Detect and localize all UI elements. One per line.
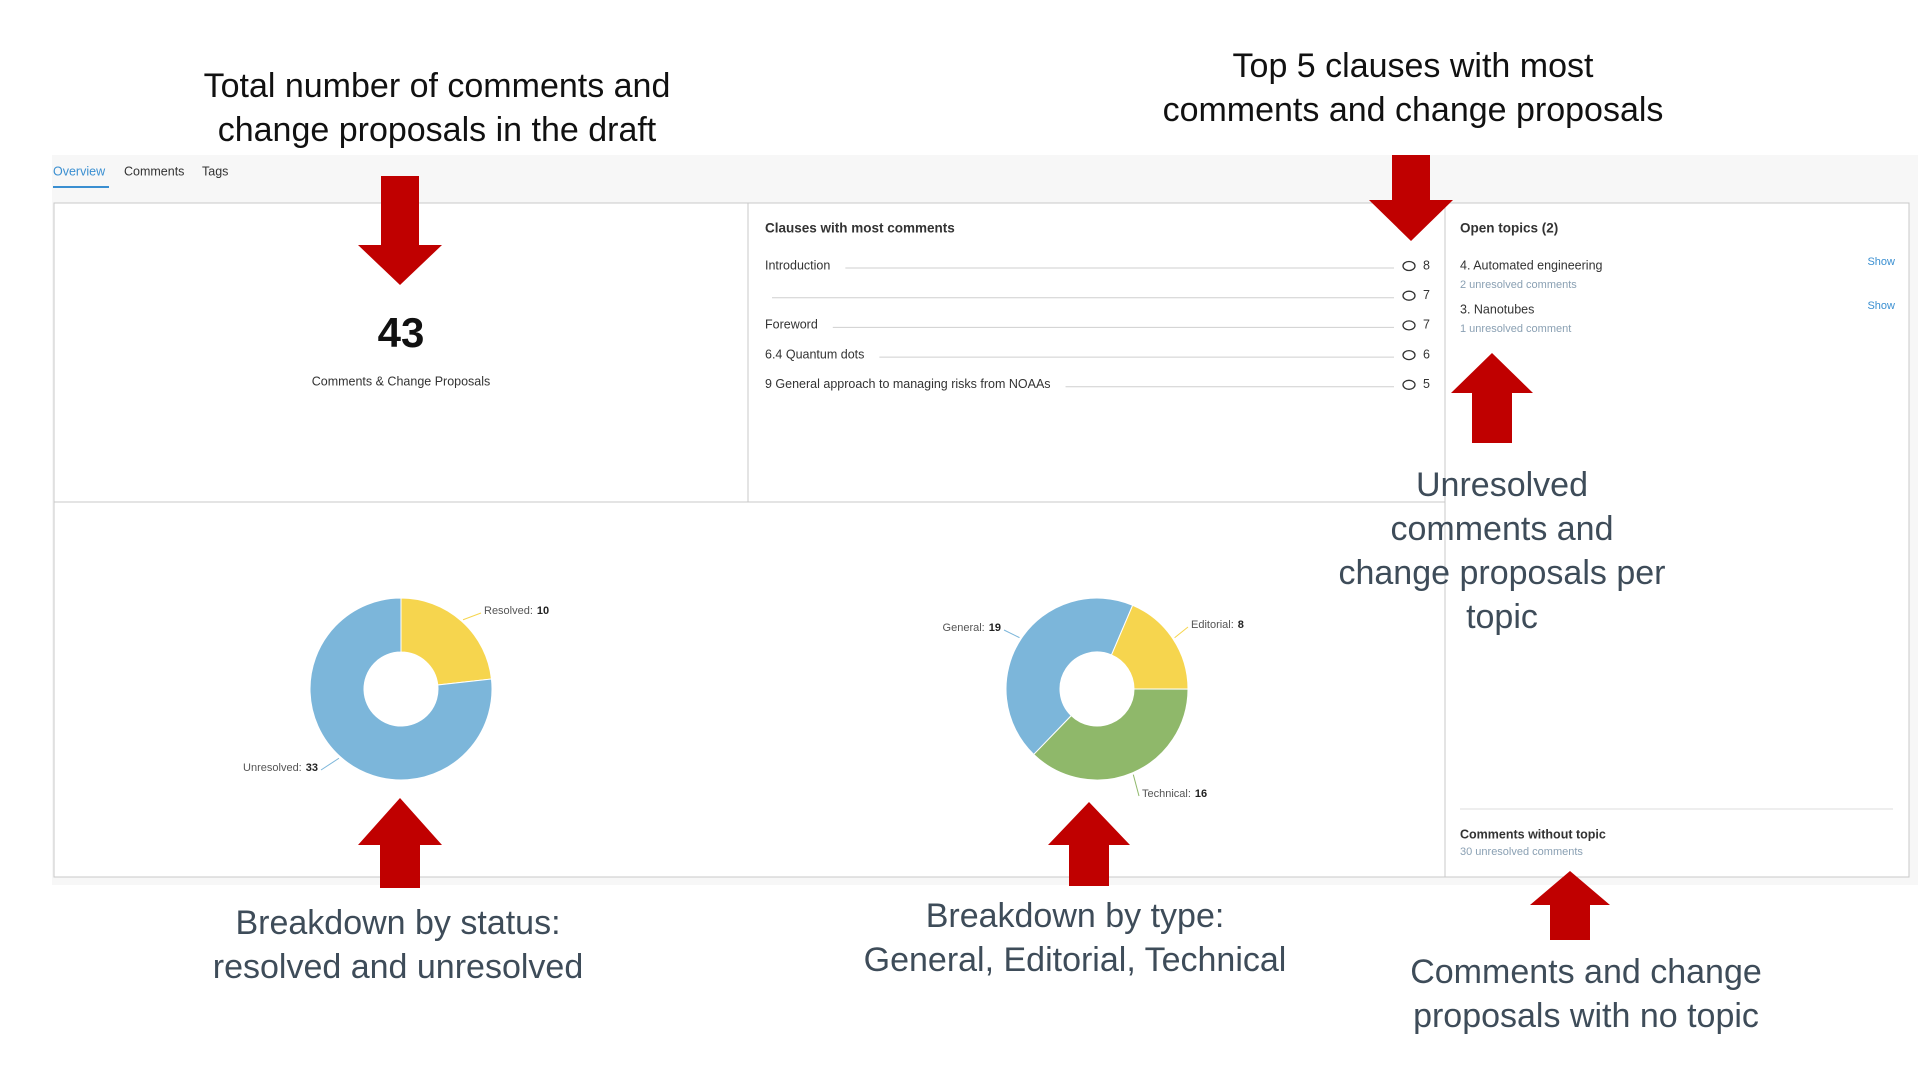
comment-icon — [1402, 349, 1416, 361]
slice-value: 33 — [306, 762, 318, 774]
comment-icon — [1402, 320, 1416, 331]
slice-name: Resolved: — [484, 605, 533, 617]
clause-count: 5 — [1423, 377, 1430, 391]
label-leader — [1003, 629, 1020, 639]
annotation: comments and change proposals — [1163, 91, 1664, 129]
clause-count: 7 — [1423, 288, 1430, 302]
label-leader — [1174, 626, 1189, 639]
total-label: Comments & Change Proposals — [312, 374, 491, 388]
slice-value: 8 — [1238, 619, 1244, 631]
topic-name: 4. Automated engineering — [1460, 258, 1603, 272]
slice-label: Unresolved: 33 — [243, 762, 318, 774]
clause-count: 8 — [1423, 258, 1430, 272]
annotation: Unresolved — [1416, 466, 1588, 504]
topic-sub: 1 unresolved comment — [1460, 323, 1571, 335]
clause-label: Foreword — [765, 318, 818, 332]
annotation: Breakdown by type: — [926, 897, 1225, 935]
show-link[interactable]: Show — [1867, 256, 1895, 268]
annotation: resolved and unresolved — [213, 948, 583, 986]
slice-label: Technical: 16 — [1142, 788, 1207, 800]
donut-slice — [1005, 597, 1134, 756]
slice-name: Unresolved: — [243, 762, 302, 774]
arrow — [1451, 353, 1533, 443]
comment-icon — [1402, 290, 1416, 301]
arrow — [358, 798, 442, 888]
slice-label: Resolved: 10 — [484, 605, 549, 617]
label-leader — [462, 612, 482, 621]
comment-icon — [1402, 379, 1416, 390]
slice-name: Editorial: — [1191, 619, 1234, 631]
donut-slice — [1033, 688, 1189, 781]
annotation: change proposals per — [1338, 554, 1665, 592]
slice-name: Technical: — [1142, 788, 1191, 800]
no-topic-title: Comments without topic — [1460, 827, 1606, 841]
no-topic-sub: 30 unresolved comments — [1460, 846, 1583, 858]
annotation: Top 5 clauses with most — [1233, 47, 1594, 85]
annotation: proposals with no topic — [1413, 997, 1759, 1035]
clause-count: 6 — [1423, 347, 1430, 361]
topic-sub: 2 unresolved comments — [1460, 279, 1577, 291]
arrow — [1530, 871, 1610, 940]
arrow — [358, 176, 442, 285]
topics-title: Open topics (2) — [1460, 221, 1558, 236]
annotation: change proposals in the draft — [218, 111, 657, 149]
topic-name: 3. Nanotubes — [1460, 302, 1534, 316]
slice-value: 10 — [537, 605, 549, 617]
slice-label: General: 19 — [943, 622, 1001, 634]
annotation: Comments and change — [1410, 953, 1762, 991]
tab[interactable]: Comments — [124, 164, 184, 178]
arrow — [1369, 155, 1453, 241]
tab[interactable]: Overview — [53, 164, 106, 178]
clauses-title: Clauses with most comments — [765, 221, 955, 236]
dashboard-panel — [53, 202, 1910, 878]
annotation: comments and — [1391, 510, 1614, 548]
label-leader — [1132, 774, 1140, 797]
total-count: 43 — [378, 309, 425, 356]
clause-count: 7 — [1423, 318, 1430, 332]
annotation: Total number of comments and — [204, 67, 671, 105]
donut-slice — [400, 597, 493, 686]
annotation: General, Editorial, Technical — [864, 941, 1287, 979]
slice-name: General: — [943, 622, 985, 634]
arrow — [1048, 802, 1130, 886]
donut-slice — [1110, 604, 1189, 690]
donut-slice — [309, 597, 493, 781]
show-link[interactable]: Show — [1867, 300, 1895, 312]
comment-icon — [1402, 260, 1416, 272]
annotation: topic — [1466, 598, 1538, 636]
tab[interactable]: Tags — [202, 164, 228, 178]
clause-label: 9 General approach to managing risks fro… — [765, 377, 1051, 391]
slice-value: 16 — [1195, 788, 1207, 800]
label-leader — [320, 757, 340, 771]
annotation: Breakdown by status: — [235, 904, 560, 942]
slice-label: Editorial: 8 — [1191, 619, 1244, 631]
slice-value: 19 — [989, 622, 1001, 634]
clause-label: Introduction — [765, 258, 830, 272]
clause-label: 6.4 Quantum dots — [765, 347, 864, 361]
